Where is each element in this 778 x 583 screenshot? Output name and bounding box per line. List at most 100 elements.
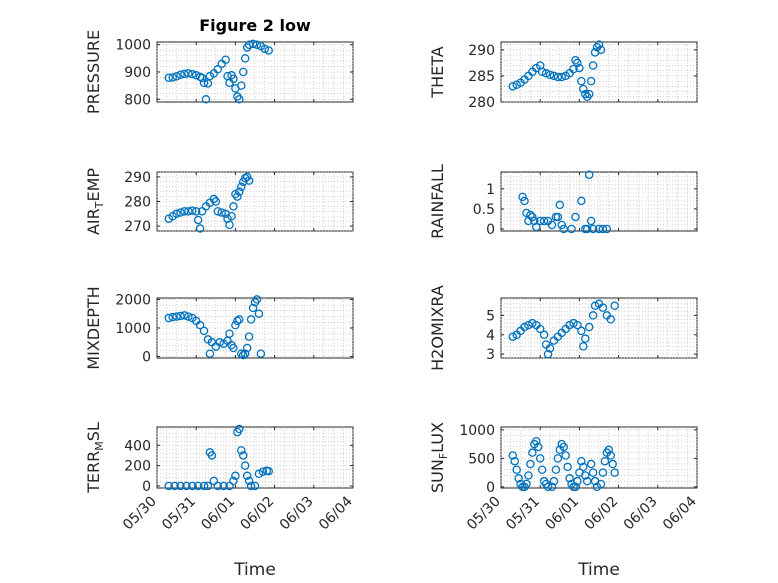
y-tick-label: 280 xyxy=(468,95,495,111)
data-point xyxy=(191,207,201,216)
y-axis-label-part: F xyxy=(437,453,450,459)
data-point xyxy=(579,342,588,351)
data-point xyxy=(264,466,273,476)
data-point xyxy=(250,481,260,491)
series-points xyxy=(508,40,606,102)
data-point xyxy=(528,318,537,328)
data-point xyxy=(227,211,236,221)
data-point xyxy=(252,40,262,49)
data-point xyxy=(598,303,608,312)
grid xyxy=(500,42,698,103)
data-point xyxy=(209,194,219,204)
data-point xyxy=(176,481,185,491)
y-axis-label-part: LUX xyxy=(428,422,447,453)
data-point xyxy=(217,208,226,217)
chart-panel-pressure: 800 900 1000 PRESSURE Figure 2 low xyxy=(84,16,354,114)
data-point xyxy=(164,313,174,323)
y-tick-label: 0.5 xyxy=(473,202,495,218)
y-tick-label: 5 xyxy=(486,308,495,324)
data-point xyxy=(254,309,264,318)
y-tick-label: 200 xyxy=(124,459,151,475)
data-point xyxy=(541,69,551,78)
data-point xyxy=(238,451,248,460)
y-tick-label: 400 xyxy=(124,438,151,454)
data-point xyxy=(579,462,588,472)
y-axis-label-part: T xyxy=(93,201,106,209)
data-point xyxy=(559,442,568,452)
data-point xyxy=(235,424,244,434)
data-point xyxy=(244,332,254,341)
data-point xyxy=(518,192,527,202)
data-point xyxy=(569,64,578,74)
data-point xyxy=(195,320,205,330)
data-point xyxy=(213,207,223,216)
series-points xyxy=(164,39,273,104)
data-point xyxy=(545,70,555,80)
data-point xyxy=(551,465,561,475)
data-point xyxy=(522,479,531,489)
data-point xyxy=(188,481,197,491)
y-tick-label: 280 xyxy=(124,195,151,211)
data-point xyxy=(608,459,617,469)
chart-panel-theta: 280 285 290 THETA xyxy=(428,40,698,111)
data-point xyxy=(555,200,565,210)
y-axis-label: TERRMSL xyxy=(84,422,106,494)
data-point xyxy=(199,78,209,88)
data-point xyxy=(229,343,238,353)
chart-panel-mixdepth: 0 1000 2000 MIXDEPTH xyxy=(84,286,354,370)
y-tick-label: 1000 xyxy=(115,321,151,337)
data-point xyxy=(256,349,266,358)
data-point xyxy=(571,56,580,65)
data-point xyxy=(215,338,224,347)
data-point xyxy=(532,437,541,446)
data-point xyxy=(180,311,189,320)
data-point xyxy=(565,474,574,483)
data-point xyxy=(573,58,582,68)
data-point xyxy=(590,301,600,310)
data-point xyxy=(557,220,567,230)
data-point xyxy=(571,482,580,492)
data-point xyxy=(577,326,586,336)
data-point xyxy=(240,349,250,358)
grid xyxy=(500,172,698,231)
data-point xyxy=(606,451,616,460)
data-point xyxy=(600,456,610,466)
y-tick-label: 1 xyxy=(486,182,495,198)
data-point xyxy=(264,46,273,55)
x-tick-label: 06/04 xyxy=(316,493,356,533)
data-point xyxy=(586,216,596,226)
y-axis-label: MIXDEPTH xyxy=(84,286,103,369)
data-point xyxy=(520,322,529,332)
data-point xyxy=(203,481,213,491)
data-point xyxy=(596,45,606,55)
data-point xyxy=(586,76,596,86)
data-point xyxy=(512,465,521,475)
x-tick-label: 06/02 xyxy=(582,494,622,534)
data-point xyxy=(535,454,545,463)
data-point xyxy=(193,481,203,491)
y-tick-label: 4 xyxy=(486,328,495,344)
data-point xyxy=(229,202,238,211)
x-tick-label: 06/02 xyxy=(238,494,278,534)
data-point xyxy=(549,71,559,81)
y-tick-label: 2000 xyxy=(115,292,151,308)
data-point xyxy=(524,471,533,480)
data-point xyxy=(535,324,545,334)
y-tick-label: 3 xyxy=(486,347,495,363)
data-point xyxy=(233,192,242,201)
data-point xyxy=(188,69,197,79)
data-point xyxy=(211,197,221,206)
data-point xyxy=(588,311,598,320)
data-point xyxy=(508,82,518,91)
y-axis-label-part: RAINFALL xyxy=(428,164,447,239)
data-point xyxy=(598,224,608,234)
data-point xyxy=(252,295,262,304)
data-point xyxy=(199,481,209,491)
data-point xyxy=(164,481,174,491)
data-point xyxy=(584,89,594,99)
data-point xyxy=(258,467,268,476)
data-point xyxy=(168,312,177,322)
y-axis-label-part: H2OMIXRA xyxy=(428,285,447,371)
data-point xyxy=(237,182,246,191)
y-tick-label: 0 xyxy=(142,350,151,366)
